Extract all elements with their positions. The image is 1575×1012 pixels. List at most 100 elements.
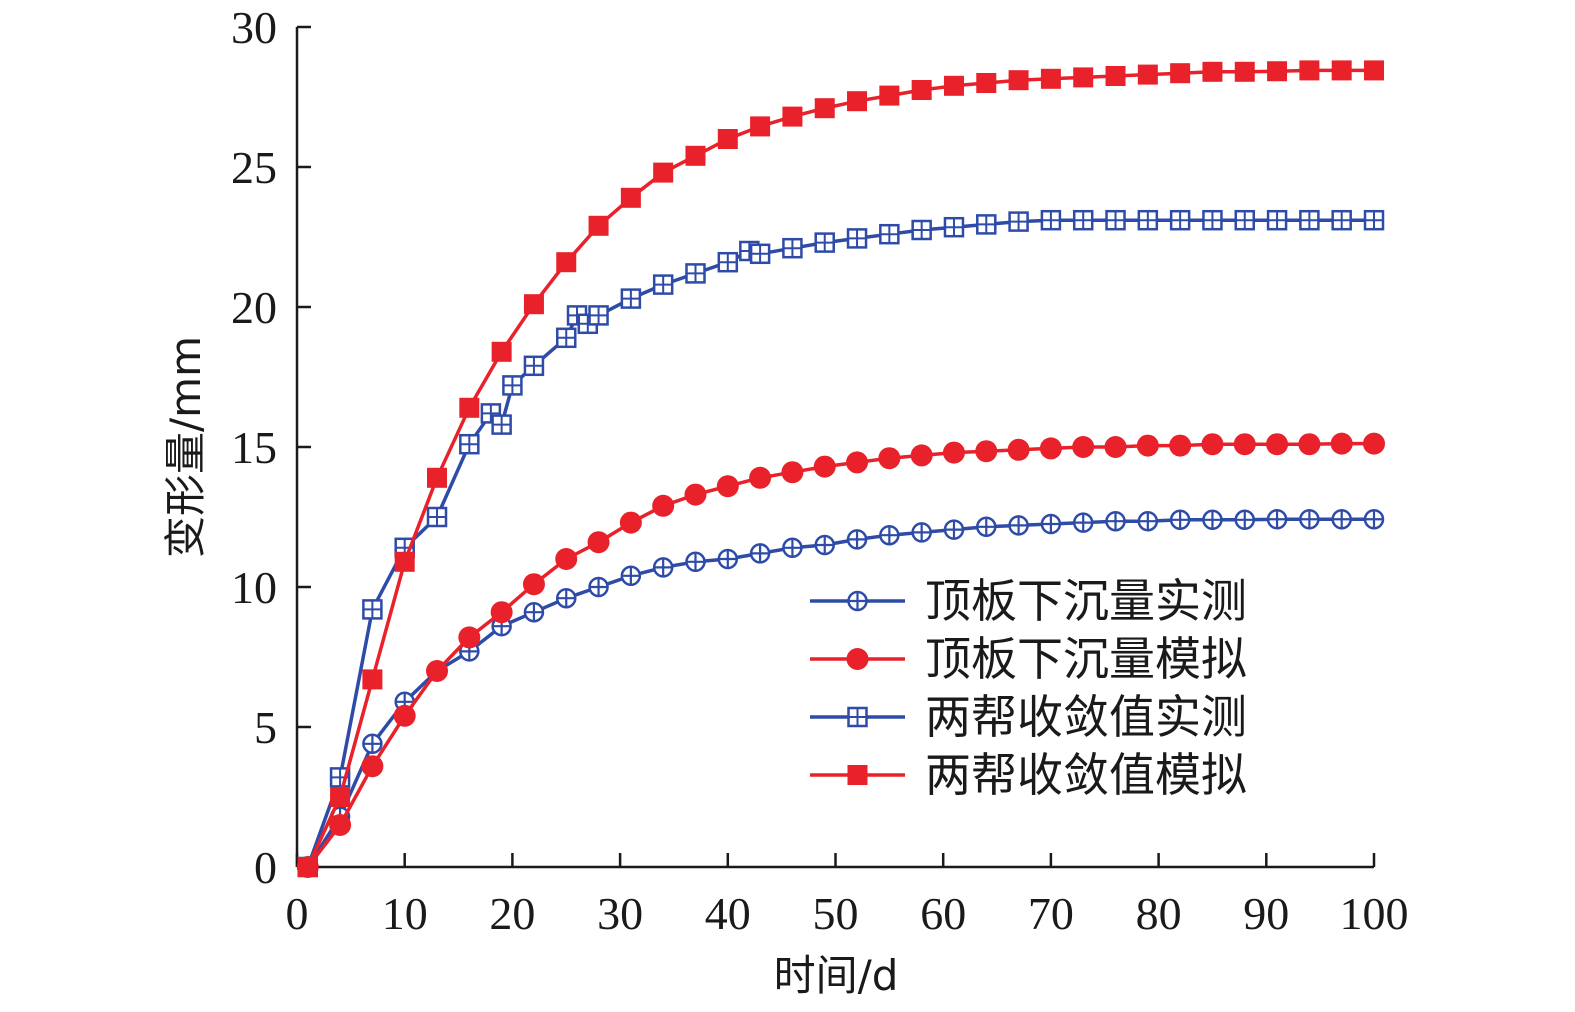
series-3 xyxy=(297,209,1385,878)
series-2-point xyxy=(1201,433,1224,456)
series-1-point xyxy=(1266,508,1288,530)
series-1-point xyxy=(1105,510,1126,532)
series-1-point xyxy=(976,516,997,538)
x-tick-label: 80 xyxy=(1136,888,1182,939)
series-3-point xyxy=(1234,209,1256,231)
series-1-point xyxy=(911,522,932,543)
series-4-point xyxy=(717,129,738,149)
legend-label: 顶板下沉量模拟 xyxy=(925,632,1247,686)
series-3-point xyxy=(976,214,997,235)
series-3-point xyxy=(362,599,383,620)
x-tick-label: 30 xyxy=(597,888,643,939)
series-2-point xyxy=(1136,434,1159,457)
x-tick-label: 20 xyxy=(489,888,535,939)
series-3-point xyxy=(1363,209,1385,231)
series-2-point xyxy=(1363,432,1385,455)
series-4-point xyxy=(1267,61,1288,82)
series-1-point xyxy=(879,524,900,546)
x-tick-label: 90 xyxy=(1243,888,1289,939)
series-1-point xyxy=(782,537,803,559)
series-4-point xyxy=(879,85,900,106)
series-4 xyxy=(297,60,1384,877)
series-3-point xyxy=(1202,209,1223,231)
series-3-point xyxy=(911,219,932,241)
series-1-point xyxy=(1040,513,1062,535)
series-2-point xyxy=(1072,436,1095,458)
series-3-point xyxy=(717,251,739,273)
series-3-point xyxy=(426,506,448,528)
series-2-point xyxy=(781,461,804,484)
series-2-line xyxy=(306,441,1374,869)
series-4-point xyxy=(814,98,835,119)
series-4-point xyxy=(847,91,868,112)
series-2-point xyxy=(1298,433,1321,456)
series-4-point xyxy=(523,294,544,315)
series-2-point xyxy=(426,660,449,682)
series-2-point xyxy=(1104,436,1127,458)
series-1-point xyxy=(1299,508,1320,530)
series-2-point xyxy=(846,451,869,474)
x-tick-label: 50 xyxy=(813,888,859,939)
series-1-point xyxy=(943,519,965,540)
legend-marker xyxy=(847,765,868,785)
series-1-point xyxy=(685,551,706,573)
series-2-point xyxy=(329,814,352,836)
series-3-point xyxy=(1105,209,1126,231)
legend-item-4: 两帮收敛值模拟 xyxy=(810,748,1247,802)
series-4-point xyxy=(1105,66,1126,86)
series-1-point xyxy=(846,529,868,550)
y-tick-label: 5 xyxy=(254,702,277,753)
series-1-point xyxy=(1202,509,1223,531)
series-2-point xyxy=(684,483,707,506)
series-3-point xyxy=(814,232,835,253)
series-3-point xyxy=(1331,209,1352,231)
series-2-point xyxy=(910,444,933,467)
legend-label: 两帮收敛值模拟 xyxy=(925,748,1247,802)
series-3-point xyxy=(459,433,480,455)
series-1-point xyxy=(749,543,771,564)
series-4-point xyxy=(1073,67,1094,88)
series-2-point xyxy=(1039,437,1062,460)
series-3-point xyxy=(491,414,512,435)
series-2-point xyxy=(522,573,545,596)
y-tick-label: 0 xyxy=(254,842,277,893)
series-1-point xyxy=(1363,508,1385,530)
series-4-point xyxy=(685,145,706,166)
series-4-point xyxy=(1202,61,1223,82)
series-4-point xyxy=(1299,60,1320,81)
series-3-point xyxy=(749,243,771,265)
series-4-point xyxy=(1137,64,1158,85)
series-1-point xyxy=(1331,508,1352,530)
legend-item-1: 顶板下沉量实测 xyxy=(810,574,1247,628)
series-3-point xyxy=(1040,209,1062,231)
x-tick-label: 70 xyxy=(1028,888,1074,939)
series-1-point xyxy=(652,557,674,578)
series-3-point xyxy=(652,274,674,295)
series-1-point xyxy=(1008,515,1029,536)
series-2-point xyxy=(587,531,610,554)
legend-marker xyxy=(847,590,868,612)
series-1-point xyxy=(717,548,739,570)
x-tick-label: 60 xyxy=(920,888,966,939)
series-1-point xyxy=(1169,509,1191,531)
series-2-point xyxy=(813,455,836,478)
series-4-point xyxy=(491,341,512,362)
series-2-point xyxy=(652,494,675,517)
series-4-point xyxy=(1170,63,1191,84)
series-2-point xyxy=(458,626,481,649)
series-2-point xyxy=(361,755,384,778)
series-3-point xyxy=(846,228,868,249)
series-4-point xyxy=(653,162,674,183)
legend-item-3: 两帮收敛值实测 xyxy=(810,690,1247,744)
series-2-point xyxy=(1330,432,1353,455)
series-3-point xyxy=(879,223,900,245)
series-2-point xyxy=(942,441,965,464)
series-1-point xyxy=(814,534,835,556)
series-2-point xyxy=(878,447,901,470)
series-1-point xyxy=(588,576,609,598)
series-1-line xyxy=(306,517,1374,868)
series-3-point xyxy=(1072,209,1094,231)
series-4-point xyxy=(588,215,609,236)
series-2-point xyxy=(555,548,578,570)
series-4-point xyxy=(976,73,997,93)
